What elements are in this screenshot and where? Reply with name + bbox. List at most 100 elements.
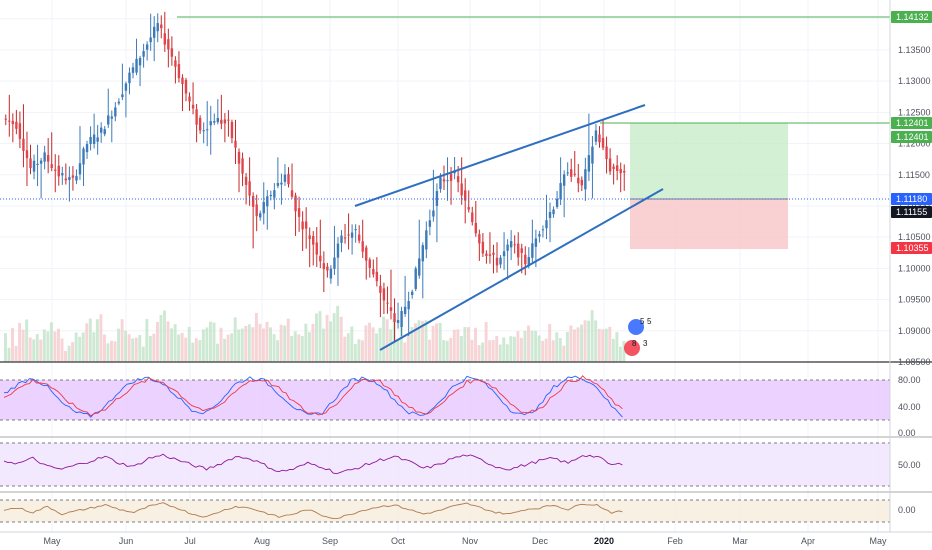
volume-bar: [293, 331, 297, 362]
volume-bar: [49, 322, 53, 362]
price-tag: 1.11180: [891, 193, 932, 205]
volume-bar: [569, 325, 573, 362]
rsi-tick-label: 50.00: [898, 460, 921, 470]
candle-body: [538, 234, 541, 237]
price-tick-label: 1.11000: [898, 201, 930, 211]
candle-body: [39, 160, 43, 164]
candle-body: [601, 137, 605, 148]
candle-body: [389, 307, 393, 311]
candle-body: [623, 170, 626, 173]
candle-body: [471, 212, 474, 223]
candle-body: [584, 169, 587, 190]
volume-bar: [14, 345, 18, 362]
candle-body: [432, 210, 435, 217]
volume-bar: [155, 321, 159, 362]
candle-body: [266, 196, 269, 207]
volume-bar: [417, 320, 421, 362]
price-tag-label: 1.12401: [896, 132, 929, 142]
volume-bar: [230, 333, 234, 362]
volume-bar: [99, 314, 103, 362]
stochastic-lines: [3, 375, 623, 418]
volume-bar: [191, 342, 195, 362]
candle-body: [36, 163, 39, 165]
flag-icon-2[interactable]: [624, 340, 640, 356]
candle-body: [566, 172, 569, 174]
volume-bar: [269, 327, 272, 362]
candle-body: [234, 140, 237, 148]
candle-body: [156, 23, 159, 32]
profit-zone[interactable]: [630, 123, 788, 199]
candle-body: [425, 230, 428, 250]
volume-bar: [346, 333, 350, 362]
candle-body: [375, 271, 379, 282]
time-tick-label: 2020: [594, 536, 614, 546]
candle-body: [195, 109, 198, 125]
flag-count-top: 5: [640, 317, 645, 326]
candle-body: [343, 237, 347, 239]
candle-body: [612, 166, 615, 169]
volume-bar: [170, 328, 174, 362]
volume-bar: [424, 320, 428, 362]
volume-bar: [226, 334, 230, 362]
volume-bar: [428, 339, 432, 362]
volume-bar: [4, 333, 7, 362]
volume-bar: [562, 345, 566, 362]
volume-bar: [124, 330, 128, 362]
candle-body: [160, 24, 163, 29]
volume-bar: [435, 323, 439, 362]
volume-bar: [329, 321, 333, 362]
candle-body: [32, 160, 36, 172]
candle-body: [506, 244, 509, 251]
volume-bar: [403, 342, 407, 362]
candle-body: [467, 207, 470, 210]
price-tag-label: 1.12401: [896, 118, 929, 128]
candle-body: [414, 268, 417, 290]
time-tick-label: Sep: [322, 536, 338, 546]
candle-body: [248, 181, 251, 196]
time-axis[interactable]: May Jun Jul Aug Sep Oct Nov Dec 2020 Feb Mar Apr May: [43, 536, 887, 546]
candle-body: [43, 152, 46, 162]
candle-body: [552, 209, 555, 215]
candle-body: [99, 127, 103, 133]
lower-trendline[interactable]: [379, 188, 664, 351]
price-tag-label: 1.10355: [896, 243, 929, 253]
candle-body: [177, 64, 181, 79]
candle-body: [163, 33, 167, 45]
volume-bar: [519, 337, 523, 362]
volume-bar: [265, 321, 269, 362]
candle-body: [152, 26, 156, 38]
candle-body: [513, 244, 516, 246]
volume-bar: [587, 320, 591, 362]
flag-count-bottom: 8: [632, 339, 637, 348]
upper-trendline[interactable]: [354, 104, 646, 207]
candle-body: [22, 138, 25, 151]
oscillator-line: [3, 502, 623, 520]
volume-bar: [102, 334, 106, 362]
volume-bar: [233, 317, 237, 362]
volume-bar: [35, 334, 39, 362]
price-axis[interactable]: 1.140001.135001.130001.125001.120001.115…: [898, 14, 931, 515]
event-flags[interactable]: 5 5 8 3: [624, 317, 652, 356]
volume-bar: [332, 313, 336, 362]
candle-body: [615, 165, 619, 171]
candle-body: [488, 254, 492, 256]
volume-bar: [382, 316, 386, 362]
volume-bar: [502, 337, 506, 362]
flag-icon[interactable]: [628, 319, 644, 335]
candle-body: [495, 257, 499, 266]
loss-zone[interactable]: [630, 199, 788, 249]
candle-body: [142, 51, 145, 57]
candle-body: [418, 258, 421, 276]
volume-bar: [399, 326, 403, 362]
volume-bar: [244, 326, 248, 362]
volume-bar: [477, 345, 481, 362]
price-tick-label: 1.13500: [898, 45, 931, 55]
volume-bar: [258, 323, 262, 362]
candle-body: [481, 241, 485, 254]
candle-body: [61, 173, 64, 176]
volume-bar: [551, 340, 555, 362]
volume-bar: [85, 323, 89, 362]
volume-bar: [491, 340, 495, 362]
candle-body: [294, 195, 297, 212]
